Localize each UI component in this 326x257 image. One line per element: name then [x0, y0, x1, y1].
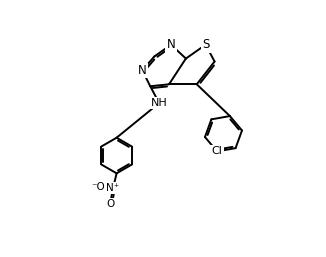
Text: ⁻O: ⁻O	[91, 182, 105, 192]
Text: NH: NH	[151, 98, 168, 108]
Text: Cl: Cl	[212, 146, 222, 157]
Text: N: N	[138, 64, 147, 77]
Text: S: S	[202, 38, 209, 51]
Text: O: O	[106, 199, 114, 209]
Text: N: N	[167, 38, 175, 51]
Text: N⁺: N⁺	[106, 183, 120, 193]
